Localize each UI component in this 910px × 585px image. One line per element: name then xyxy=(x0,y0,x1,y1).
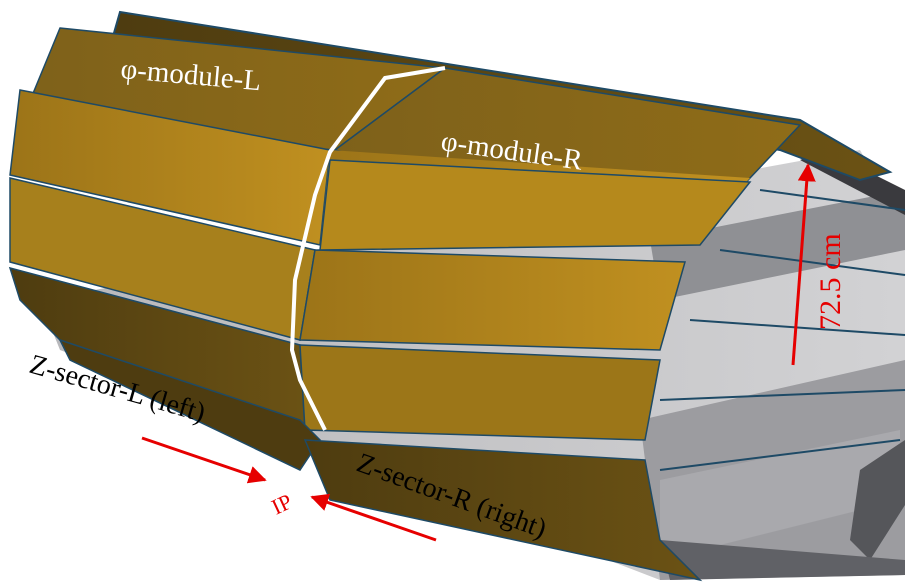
stave-gaps xyxy=(659,189,906,471)
module-boundary-line xyxy=(289,66,446,431)
radius-arrow xyxy=(791,163,816,366)
ip-arrow-right xyxy=(310,493,437,542)
stave-panels xyxy=(8,10,893,582)
panel-bottom-left xyxy=(58,338,321,471)
panel-row3-right xyxy=(299,249,686,351)
ip-arrow-left xyxy=(141,436,267,484)
label-ip: IP xyxy=(268,489,296,520)
label-radius: 72.5 cm xyxy=(814,233,847,330)
panel-row4-right xyxy=(299,344,661,441)
panel-bottom-right xyxy=(303,439,703,582)
